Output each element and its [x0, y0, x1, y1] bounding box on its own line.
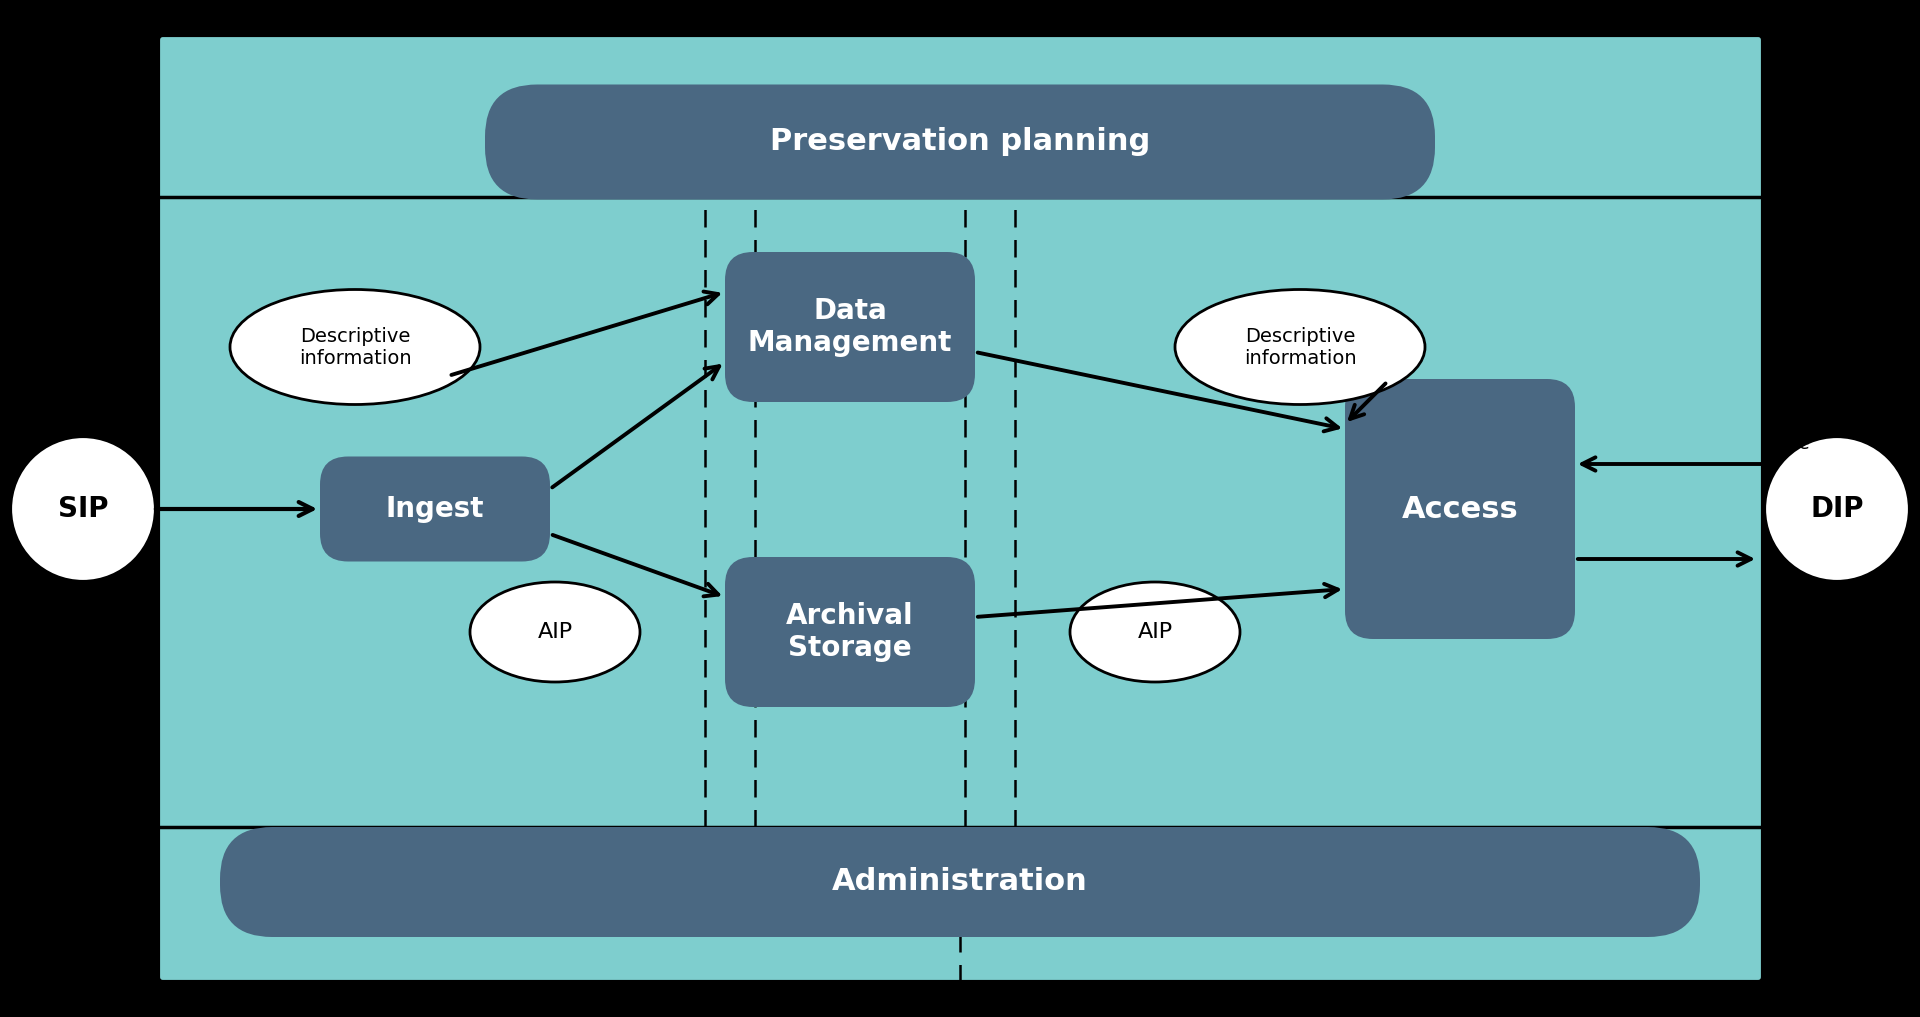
FancyBboxPatch shape — [486, 84, 1434, 199]
FancyBboxPatch shape — [321, 457, 549, 561]
Text: Preservation planning: Preservation planning — [770, 127, 1150, 157]
FancyBboxPatch shape — [221, 827, 1699, 937]
Text: Que: Que — [1772, 435, 1811, 453]
Text: Access: Access — [1402, 494, 1519, 524]
Ellipse shape — [1175, 290, 1425, 405]
Text: AIP: AIP — [538, 622, 572, 642]
FancyBboxPatch shape — [726, 252, 975, 402]
FancyBboxPatch shape — [157, 35, 1763, 982]
Circle shape — [1764, 436, 1910, 582]
Text: Administration: Administration — [831, 868, 1089, 897]
Ellipse shape — [470, 582, 639, 682]
Text: Archival
Storage: Archival Storage — [785, 602, 914, 662]
Circle shape — [10, 436, 156, 582]
Text: AIP: AIP — [1137, 622, 1173, 642]
Text: DIP: DIP — [1811, 495, 1864, 523]
Ellipse shape — [1069, 582, 1240, 682]
Text: Descriptive
information: Descriptive information — [300, 326, 411, 367]
FancyBboxPatch shape — [726, 557, 975, 707]
Ellipse shape — [230, 290, 480, 405]
FancyBboxPatch shape — [1346, 379, 1574, 639]
Text: Ingest: Ingest — [386, 495, 484, 523]
Text: Data
Management: Data Management — [747, 297, 952, 357]
Text: SIP: SIP — [58, 495, 108, 523]
Text: Descriptive
information: Descriptive information — [1244, 326, 1356, 367]
